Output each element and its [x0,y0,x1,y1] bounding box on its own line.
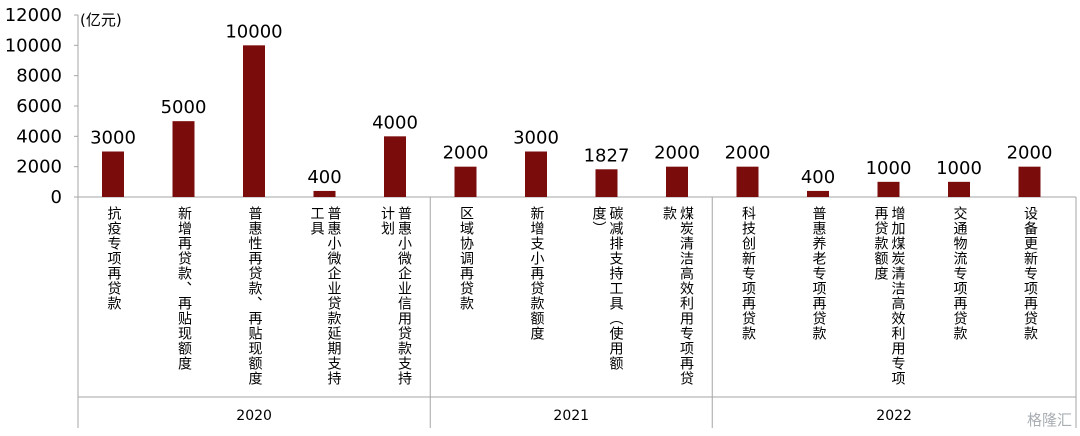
y-tick-label: 2000 [16,157,62,178]
value-label: 1827 [584,145,630,166]
bar [948,181,970,197]
bar [525,151,547,197]
value-label: 400 [307,167,341,188]
bar [595,169,618,197]
category-label: 普惠性再贷款、再贴现额度 [246,206,263,386]
bar [243,45,265,198]
value-label: 10000 [225,21,282,42]
value-label: 400 [801,167,835,188]
y-tick-label: 12000 [5,5,62,26]
watermark: 格隆汇 [1026,411,1072,429]
category-label: 普惠小微企业信用贷款支持 计划 [379,206,412,386]
unit-label: (亿元) [80,11,122,29]
value-label-layer: 3000 5000 10000 400 4000 2000 3000 1827 2000 2000… [90,21,1052,188]
category-label: 碳减排支持工具（使用额 度） [590,206,624,371]
bar [1018,166,1041,197]
category-label: 区域协调再贷款 [458,206,474,311]
bar [736,166,759,197]
group-label: 2020 [236,408,272,424]
category-label: 普惠养老专项再贷款 [810,206,827,341]
category-label: 抗疫专项再贷款 [105,206,122,311]
value-label: 2000 [725,143,771,164]
bar [172,121,195,197]
bar [807,190,829,197]
bar-layer [102,45,1041,198]
value-label: 1000 [866,158,912,179]
group-label: 2021 [553,408,589,424]
value-label: 2000 [654,143,700,164]
value-label: 2000 [443,143,489,164]
y-tick-label: 10000 [5,35,62,56]
bar [313,190,336,197]
value-label: 4000 [372,112,418,133]
value-label: 1000 [936,158,982,179]
group-label: 2022 [876,408,912,424]
axis-layer: 12000 10000 8000 6000 4000 2000 0 2020 2021 2022 [5,5,1077,428]
bar [454,166,477,197]
y-tick-label: 6000 [16,96,62,117]
category-label: 科技创新专项再贷款 [740,206,756,341]
category-label: 增加煤炭清洁高效利用专项 再贷款额度 [872,206,906,386]
value-label: 3000 [90,128,136,149]
bar [384,136,406,197]
value-label: 3000 [513,128,559,149]
category-label: 煤炭清洁高效利用专项再贷 款 [661,206,694,386]
category-label: 交通物流专项再贷款 [951,206,968,341]
value-label: 5000 [161,97,207,118]
value-label: 2000 [1007,143,1053,164]
category-label: 设备更新专项再贷款 [1022,206,1038,341]
category-label: 新增再贷款、再贴现额度 [176,206,192,371]
y-tick-label: 8000 [16,66,62,87]
category-label: 新增支小再贷款额度 [528,206,545,341]
bar [666,166,688,197]
bar [102,151,124,197]
y-tick-label: 0 [51,187,62,208]
bar [877,181,900,197]
category-label: 普惠小微企业贷款延期支持 工具 [308,206,342,386]
y-tick-label: 4000 [16,126,62,147]
